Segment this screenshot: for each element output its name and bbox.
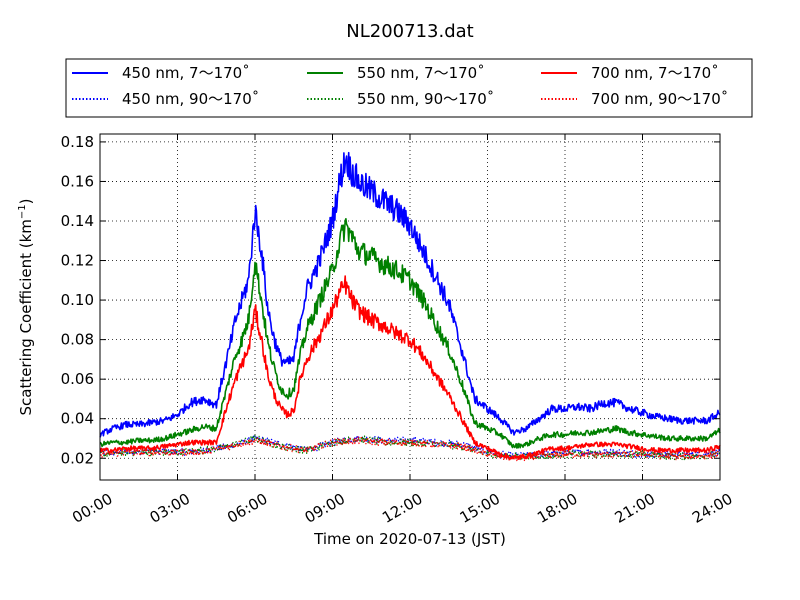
y-tick-label: 0.16 (61, 172, 94, 190)
y-axis-label-sup: −1 (17, 204, 28, 219)
legend: 450 nm, 7～170˚ 450 nm, 90～170˚ 550 nm, 7～1… (65, 58, 753, 118)
legend-label: 550 nm, 7～170˚ (357, 64, 485, 82)
y-axis-label-close: ) (17, 198, 35, 204)
legend-label: 450 nm, 90～170˚ (122, 90, 259, 108)
y-tick-label: 0.12 (61, 252, 94, 270)
y-tick-label: 0.18 (61, 133, 94, 151)
y-tick-label: 0.10 (61, 291, 94, 309)
y-tick-label: 0.02 (61, 449, 94, 467)
legend-label: 700 nm, 7～170˚ (591, 64, 719, 82)
legend-box (65, 58, 753, 118)
series-line-0 (99, 151, 721, 438)
legend-label: 450 nm, 7～170˚ (122, 64, 250, 82)
y-tick-label: 0.04 (61, 410, 94, 428)
tick-marks (99, 134, 721, 480)
grid-lines (100, 134, 720, 480)
y-tick-label: 0.06 (61, 370, 94, 388)
y-tick-label: 0.08 (61, 331, 94, 349)
y-tick-label: 0.14 (61, 212, 94, 230)
y-axis-label-main: Scattering Coefficient (km (17, 219, 35, 415)
x-axis-label: Time on 2020-07-13 (JST) (313, 530, 506, 548)
y-axis-label: Scattering Coefficient (km−1) (17, 198, 35, 415)
legend-label: 700 nm, 90～170˚ (591, 90, 728, 108)
plot-area: 00:00 03:00 06:00 09:00 12:00 15:00 18:00 21:00… (61, 133, 736, 527)
chart-title: NL200713.dat (346, 21, 473, 42)
series-lines (99, 151, 721, 462)
series-line-3 (99, 435, 721, 461)
legend-label: 550 nm, 90～170˚ (357, 90, 494, 108)
series-line-4 (99, 275, 721, 461)
series-line-2 (99, 218, 721, 449)
